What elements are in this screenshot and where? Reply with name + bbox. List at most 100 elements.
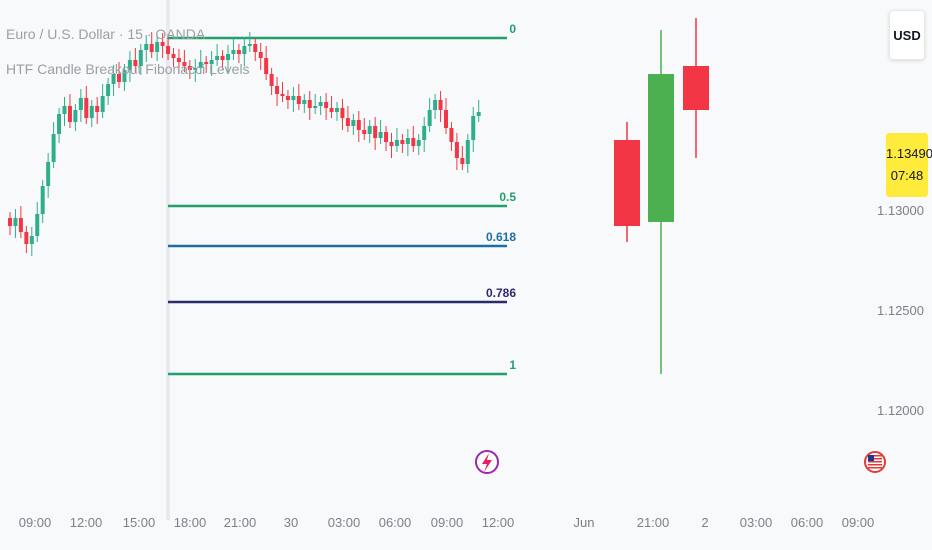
bar-countdown: 07:48	[890, 168, 924, 183]
candle-body	[78, 98, 83, 110]
candle-body	[209, 60, 214, 64]
candle-body	[433, 100, 438, 110]
fib-label-1: 1	[509, 358, 516, 372]
price-tick-label: 1.12500	[877, 303, 924, 318]
candle-body	[215, 56, 220, 60]
candle-body	[198, 62, 203, 68]
candle-body	[111, 74, 116, 84]
candle-body	[449, 128, 454, 142]
candle-body	[155, 42, 160, 52]
candle-body	[318, 102, 323, 106]
candle-body	[182, 62, 187, 66]
candle-body	[269, 74, 274, 86]
indicator-title[interactable]: HTF Candle Breakout Fibonacci Levels	[6, 61, 250, 77]
candle-body	[476, 112, 481, 116]
candle-body	[247, 44, 252, 46]
htf-candle-body	[683, 66, 709, 110]
price-axis: 1.12000 1.12500 1.13000	[877, 203, 924, 418]
candle-body	[138, 50, 143, 66]
time-tick-label: 2	[701, 515, 708, 530]
time-tick-label: 21:00	[637, 515, 670, 530]
candle-body	[89, 106, 94, 118]
candle-body	[117, 74, 121, 82]
time-tick-label: 18:00	[174, 515, 207, 530]
time-tick-label: 15:00	[123, 515, 156, 530]
candle-body	[62, 106, 67, 114]
candle-body	[329, 108, 334, 112]
candle-body	[373, 126, 378, 138]
candle-body	[73, 110, 78, 122]
htf-candle-body	[648, 74, 674, 222]
candle-body	[46, 162, 51, 186]
candle-body	[285, 96, 290, 100]
candle-body	[280, 94, 285, 96]
intraday-candles	[8, 32, 481, 256]
candle-body	[258, 52, 263, 58]
price-tick-label: 1.12000	[877, 403, 924, 418]
candle-body	[40, 186, 45, 214]
htf-candles	[614, 18, 709, 374]
last-price-value: 1.13490	[886, 146, 932, 161]
time-tick-label: 30	[284, 515, 298, 530]
time-tick-label: Jun	[574, 515, 595, 530]
candle-body	[422, 126, 427, 140]
candle-body	[127, 60, 132, 70]
last-price-badge: 1.13490 07:48	[886, 133, 932, 197]
candle-body	[400, 140, 405, 144]
time-tick-label: 06:00	[791, 515, 824, 530]
candle-body	[324, 102, 329, 108]
candle-body	[231, 50, 236, 54]
candle-body	[345, 118, 350, 126]
candle-body	[220, 56, 225, 60]
session-divider	[166, 0, 170, 520]
time-tick-label: 09:00	[19, 515, 52, 530]
candle-body	[253, 44, 258, 52]
fib-label-0.786: 0.786	[486, 286, 516, 300]
candle-body	[351, 120, 356, 126]
candle-body	[411, 138, 416, 146]
candle-body	[187, 66, 192, 70]
time-tick-label: 21:00	[224, 515, 257, 530]
candle-body	[242, 46, 247, 54]
us-flag-icon[interactable]	[864, 451, 886, 473]
candle-body	[307, 100, 312, 108]
symbol-title[interactable]: Euro / U.S. Dollar · 15 · OANDA	[6, 26, 206, 42]
time-tick-label: 09:00	[431, 515, 464, 530]
candle-body	[100, 96, 105, 112]
candle-body	[29, 236, 34, 244]
candle-body	[166, 46, 171, 54]
candle-body	[8, 218, 12, 226]
candle-body	[389, 142, 394, 146]
currency-button[interactable]: USD	[889, 10, 925, 60]
chart-icons	[475, 450, 886, 474]
candle-body	[427, 110, 432, 126]
candle-body	[13, 218, 18, 226]
time-tick-label: 12:00	[70, 515, 103, 530]
candle-body	[226, 54, 230, 60]
time-tick-label: 06:00	[379, 515, 412, 530]
candle-body	[302, 100, 307, 104]
fib-label-0.5: 0.5	[499, 190, 516, 204]
candle-body	[444, 110, 448, 128]
candle-body	[275, 86, 280, 94]
time-axis: 09:00 12:00 15:00 18:00 21:00 30 03:00 06:00 09:…	[19, 515, 875, 530]
lightning-icon[interactable]	[475, 450, 499, 474]
candle-body	[67, 106, 72, 122]
candle-body	[471, 116, 476, 140]
candle-body	[24, 232, 29, 244]
htf-candle-body	[614, 140, 640, 226]
candle-body	[394, 140, 399, 146]
candle-body	[454, 142, 459, 158]
candle-body	[313, 106, 318, 108]
candle-body	[95, 106, 100, 112]
candle-body	[144, 44, 149, 50]
candle-body	[296, 96, 301, 104]
time-tick-label: 12:00	[482, 515, 515, 530]
time-tick-label: 03:00	[328, 515, 361, 530]
candle-body	[405, 138, 410, 144]
time-tick-label: 03:00	[740, 515, 773, 530]
candle-body	[57, 114, 62, 134]
candle-body	[460, 158, 465, 164]
